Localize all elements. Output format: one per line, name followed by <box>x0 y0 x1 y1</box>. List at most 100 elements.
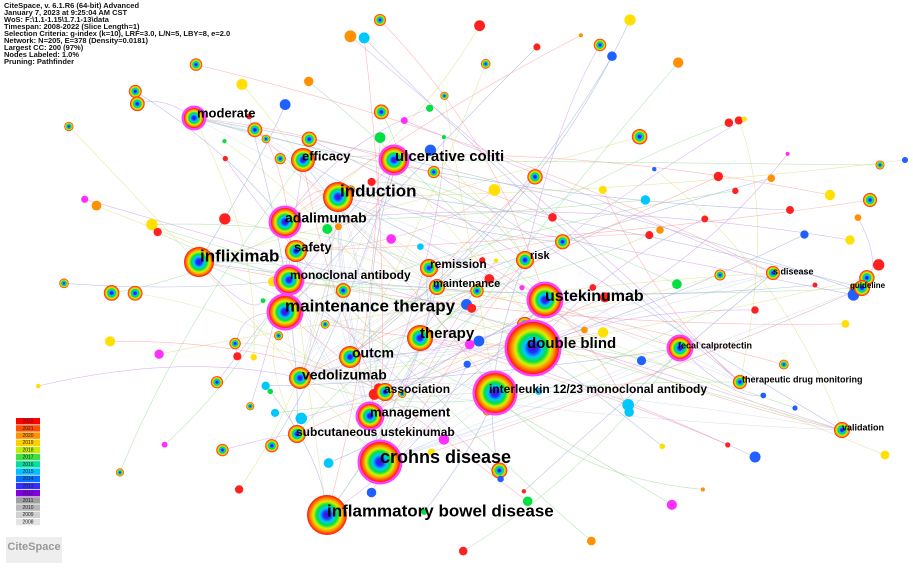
edge <box>151 223 430 269</box>
edge <box>111 196 339 294</box>
minor-node <box>458 546 468 556</box>
minor-node <box>320 319 330 329</box>
edge <box>738 120 758 383</box>
minor-node <box>161 441 168 448</box>
edge <box>296 308 472 435</box>
edge <box>494 392 703 490</box>
node-label: fecal calprotectin <box>678 340 752 350</box>
minor-node <box>358 32 370 44</box>
legend-year: 2008 <box>22 519 33 525</box>
legend-year: 2017 <box>22 455 33 461</box>
legend-swatch <box>16 468 40 475</box>
edge <box>96 205 290 281</box>
node-label: subcutaneous ustekinumab <box>296 425 455 439</box>
edge <box>284 211 851 241</box>
legend-year: 2016 <box>22 462 33 468</box>
minor-node <box>246 402 255 411</box>
node <box>766 266 780 280</box>
legend-year: 2020 <box>22 433 33 439</box>
edge <box>679 347 764 397</box>
node <box>507 322 559 374</box>
edge <box>295 199 871 252</box>
edge <box>419 337 756 458</box>
edge <box>198 261 438 288</box>
legend-swatch <box>16 418 40 425</box>
header-line: WoS: F:\1.1-1.15\1.7.1-13\data <box>4 15 110 24</box>
logo-bg <box>6 537 62 563</box>
edge <box>238 196 339 490</box>
edge <box>299 286 438 379</box>
legend-year: 2018 <box>22 447 33 453</box>
header-line: Timespan: 2008-2022 (Slice Length=1) <box>4 22 140 31</box>
minor-node <box>875 160 885 170</box>
edge <box>159 272 774 355</box>
minor-node <box>812 282 818 288</box>
minor-node <box>624 14 636 26</box>
minor-node <box>222 139 227 144</box>
edge <box>308 81 546 301</box>
edge <box>299 159 395 379</box>
legend-swatch <box>16 482 40 490</box>
node-label: outcm <box>352 345 394 361</box>
minor-node <box>767 174 776 183</box>
minor-node <box>265 439 279 453</box>
legend-year: 2010 <box>22 505 33 511</box>
minor-node <box>64 121 74 132</box>
minor-node <box>555 234 571 250</box>
node-label: crohns disease <box>380 447 511 467</box>
node <box>285 240 307 262</box>
edge <box>235 342 386 393</box>
header-line: Pruning: Pathfinder <box>4 57 74 66</box>
minor-node <box>146 218 158 231</box>
header-line: Selection Criteria: g-index (k=10), LRF=… <box>4 29 230 38</box>
edge <box>393 159 629 406</box>
minor-node <box>400 117 408 125</box>
minor-node <box>153 227 162 237</box>
logo-text: CiteSpace <box>7 541 60 553</box>
minor-node <box>700 487 705 492</box>
node <box>516 251 534 269</box>
node-label: induction <box>340 181 416 200</box>
header-line: Nodes Labeled: 1.0% <box>4 50 79 59</box>
minor-node <box>880 450 890 460</box>
minor-node <box>81 195 89 203</box>
minor-node <box>304 76 314 87</box>
edge <box>299 347 534 379</box>
edge <box>284 25 480 223</box>
edge <box>198 261 673 506</box>
minor-node <box>578 33 583 38</box>
minor-node <box>441 134 447 140</box>
minor-node <box>659 443 666 450</box>
minor-node <box>323 458 334 468</box>
edge <box>193 117 339 198</box>
edge <box>379 287 863 463</box>
legend-swatch <box>16 446 40 454</box>
minor-node <box>724 118 734 127</box>
edge <box>135 292 371 417</box>
legend-year: 2015 <box>22 469 33 475</box>
minor-node <box>424 144 437 156</box>
edge <box>419 274 721 339</box>
minor-node <box>701 215 709 223</box>
node <box>339 346 361 368</box>
minor-node <box>862 192 878 208</box>
minor-node <box>741 116 747 122</box>
edge <box>369 308 551 417</box>
edge <box>482 260 681 349</box>
minor-node <box>640 195 651 205</box>
node-label: safety <box>294 239 332 254</box>
edge <box>404 120 774 274</box>
node-label: remission <box>430 257 487 271</box>
header-line: Largest CC: 200 (97%) <box>4 43 84 52</box>
minor-node <box>521 489 527 494</box>
legend-year: 2019 <box>22 440 33 446</box>
minor-node <box>519 284 525 291</box>
edge <box>284 199 646 223</box>
edge <box>302 159 563 243</box>
minor-node <box>760 392 767 399</box>
minor-node <box>322 224 333 234</box>
minor-node <box>666 499 677 510</box>
node <box>288 425 306 443</box>
node-label: validation <box>842 422 884 432</box>
